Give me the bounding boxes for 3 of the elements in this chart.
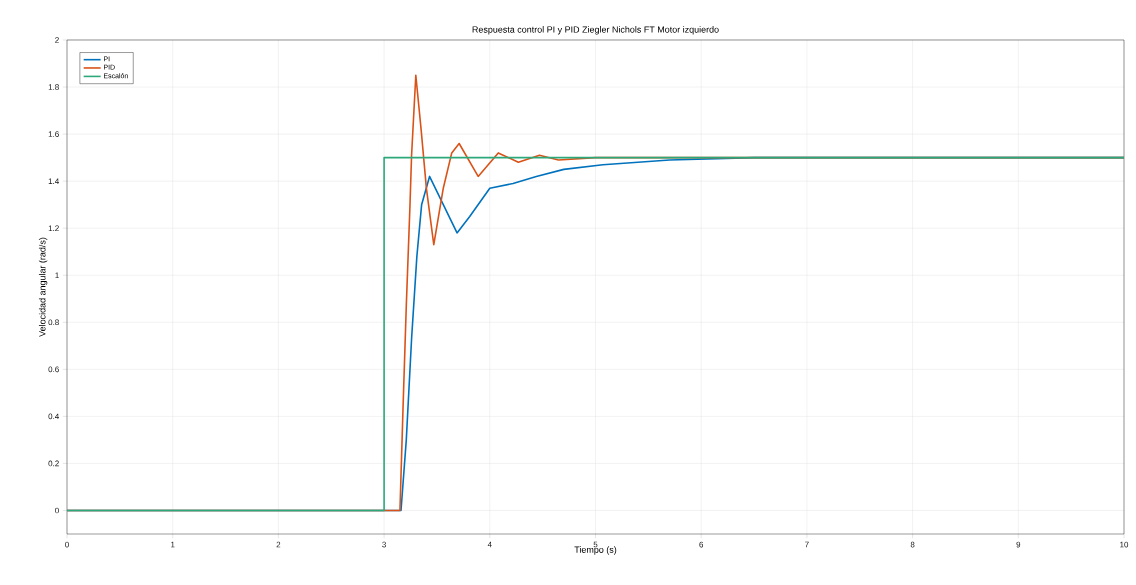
chart-title: Respuesta control PI y PID Ziegler Nichols FT Motor izquierdo bbox=[472, 26, 719, 35]
x-axis-title: Tiempo (s) bbox=[574, 546, 617, 555]
y-axis-title: Velocidad angular (rad/s) bbox=[38, 237, 48, 337]
